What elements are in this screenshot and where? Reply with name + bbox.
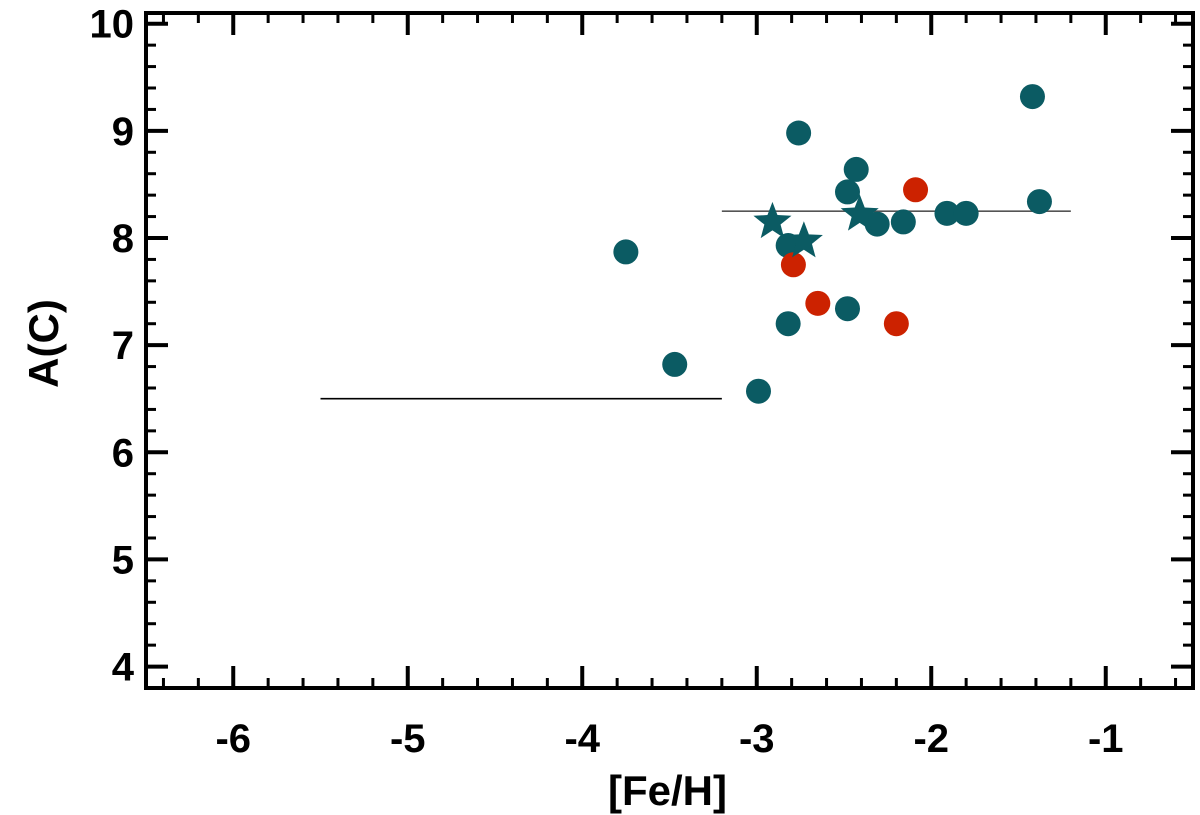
x-tick-label: -2 bbox=[913, 717, 949, 761]
x-tick-label: -5 bbox=[390, 717, 426, 761]
y-tick-label: 6 bbox=[112, 431, 134, 475]
star-data-point bbox=[753, 201, 792, 239]
y-tick-label: 10 bbox=[90, 3, 135, 47]
circle-data-point bbox=[953, 200, 979, 226]
circle-data-point bbox=[1026, 189, 1052, 215]
major-ticks bbox=[146, 13, 1193, 688]
x-tick-label: -4 bbox=[564, 717, 600, 761]
circle-data-point bbox=[786, 120, 812, 146]
circle-data-point bbox=[883, 311, 909, 337]
y-tick-label: 7 bbox=[112, 324, 134, 368]
circle-data-point bbox=[834, 179, 860, 205]
circle-data-point bbox=[775, 311, 801, 337]
circle-data-point bbox=[890, 209, 916, 235]
y-tick-label: 4 bbox=[112, 646, 135, 690]
x-tick-label: -6 bbox=[215, 717, 251, 761]
star-data-point bbox=[784, 221, 823, 258]
circle-data-point bbox=[662, 351, 688, 377]
y-tick-label: 5 bbox=[112, 538, 134, 582]
circle-data-point bbox=[903, 177, 929, 203]
plot-frame bbox=[144, 11, 1195, 690]
tick-labels: -6 -5 -4 -3 -2 -1 4 5 6 7 8 9 10 bbox=[90, 3, 1124, 761]
reference-lines bbox=[320, 210, 1071, 400]
circle-data-point bbox=[745, 378, 771, 404]
x-tick-label: -3 bbox=[739, 717, 775, 761]
minor-ticks bbox=[146, 13, 1193, 690]
y-axis-label: A(C) bbox=[20, 299, 67, 388]
y-tick-label: 8 bbox=[112, 217, 134, 261]
circle-data-point bbox=[834, 296, 860, 322]
star-data-point bbox=[840, 194, 879, 231]
x-tick-label: -1 bbox=[1088, 717, 1124, 761]
circle-data-point bbox=[934, 200, 960, 226]
circle-data-point bbox=[780, 252, 806, 278]
x-axis-label: [Fe/H] bbox=[608, 767, 727, 814]
y-tick-label: 9 bbox=[112, 110, 134, 154]
circle-data-point bbox=[864, 211, 890, 237]
circle-data-point bbox=[1019, 84, 1045, 110]
circle-data-point bbox=[613, 239, 639, 265]
data-points bbox=[613, 84, 1052, 404]
circle-data-point bbox=[843, 156, 869, 182]
circle-data-point bbox=[805, 290, 831, 316]
